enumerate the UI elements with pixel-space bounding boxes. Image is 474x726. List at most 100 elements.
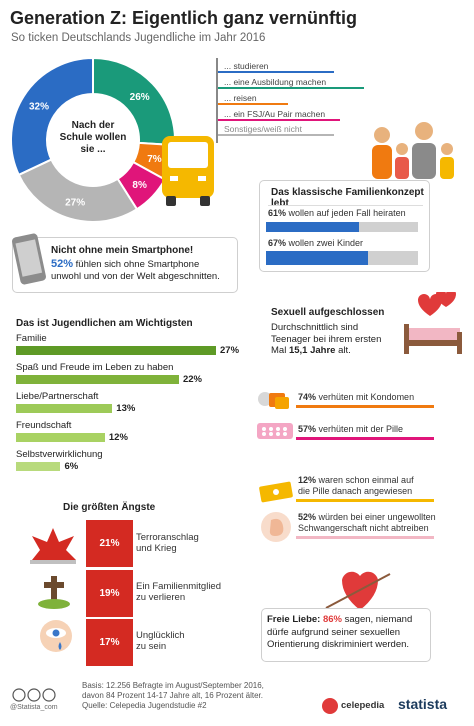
donut-center-label: Nach der Schule wollen sie ... xyxy=(58,120,128,156)
pill-pack-icon xyxy=(257,423,293,439)
fears-title: Die größten Ängste xyxy=(63,502,156,513)
footer-source-line1: Basis: 12.256 Befragte im August/Septemb… xyxy=(82,681,264,690)
sexuality-line3b: alt. xyxy=(335,345,351,356)
values-bar xyxy=(16,433,105,442)
smartphone-pct: 52% xyxy=(51,258,74,270)
pill-underline xyxy=(296,437,434,440)
family-title: Das klassische Familienkonzept lebt xyxy=(271,187,424,209)
abortion-line2: Schwangerschaft nicht abtreiben xyxy=(298,523,429,533)
donut-center-line1: Nach der xyxy=(71,120,115,131)
family-icon xyxy=(372,122,454,179)
celepedia-logo: celepedia xyxy=(341,700,385,711)
fear-label-1-line2: und Krieg xyxy=(136,543,177,554)
values-bar xyxy=(16,462,61,471)
footer-source-line3: Quelle: Celepedia Jugendstudie #2 xyxy=(82,701,207,710)
values-bar-label: Selbstverwirklichung xyxy=(16,449,103,460)
legend-label: ... ein FSJ/Au Pair machen xyxy=(224,109,326,119)
smartphone-text1: fühlen sich ohne Smartphone xyxy=(73,259,200,270)
school-bus-icon xyxy=(162,136,214,206)
donut-slice-label: 7% xyxy=(147,154,162,165)
values-bar-value: 12% xyxy=(108,432,128,443)
love-pct: 86% xyxy=(322,614,342,625)
values-bar-value: 27% xyxy=(220,345,240,356)
family-row2-text: wollen zwei Kinder xyxy=(286,238,364,248)
love-line1a: Freie Liebe: xyxy=(267,614,323,625)
love-line1b: sagen, niemand xyxy=(341,614,413,625)
values-bar-value: 22% xyxy=(182,374,202,385)
pill-text: 57% verhüten mit der Pille xyxy=(298,424,403,435)
footer-source-line2: davon 84 Prozent 14-17 Jahre alt, 16 Pro… xyxy=(82,691,264,700)
condom-underline xyxy=(296,405,434,408)
fear-value-box-3: 17% xyxy=(86,619,133,666)
smartphone-text: 52% fühlen sich ohne Smartphone unwohl u… xyxy=(51,258,220,283)
donut-slice xyxy=(17,158,139,223)
abortion-text: 52% würden bei einer ungewollten Schwang… xyxy=(298,512,436,534)
sexuality-line3a: Mal xyxy=(271,345,289,356)
condom-text: 74% verhüten mit Kondomen xyxy=(298,392,414,403)
fear-label-1: Terroranschlag und Krieg xyxy=(136,532,199,554)
values-bar xyxy=(16,375,179,384)
family-card: Das klassische Familienkonzept lebt 61% … xyxy=(259,180,430,272)
legend-item-reisen: ... reisen xyxy=(218,93,288,105)
legend-item-ausbildung: ... eine Ausbildung machen xyxy=(218,77,364,89)
values-bar-value: 13% xyxy=(116,403,136,414)
fear-value-box-2: 19% xyxy=(86,570,133,617)
donut-slice-label: 26% xyxy=(130,92,150,103)
footer-source: Basis: 12.256 Befragte im August/Septemb… xyxy=(82,681,264,711)
pill-pct: 57% xyxy=(298,424,317,434)
condom-pct: 74% xyxy=(298,392,317,402)
abortion-underline xyxy=(296,536,434,539)
cc-license-icon xyxy=(12,688,56,702)
morning-after-pill-icon xyxy=(259,481,293,503)
sexuality-age: 15,1 Jahre xyxy=(288,345,336,356)
statista-logo: statista xyxy=(398,696,448,712)
legend-label: Sonstiges/weiß nicht xyxy=(224,124,302,134)
love-text: Freie Liebe: 86% sagen, niemand dürfe au… xyxy=(267,614,412,652)
celepedia-logo-icon xyxy=(322,698,338,714)
legend-item-fsj: ... ein FSJ/Au Pair machen xyxy=(218,109,340,121)
morning-after-line2: die Pille danach angewiesen xyxy=(298,486,413,496)
legend-label: ... studieren xyxy=(224,61,269,71)
donut-slice-label: 8% xyxy=(132,180,147,191)
values-bar-label: Freundschaft xyxy=(16,420,72,431)
fear-label-2-line2: zu verlieren xyxy=(136,592,186,603)
fear-label-2: Ein Familienmitglied zu verlieren xyxy=(136,581,221,603)
donut-center-line2: Schule wollen xyxy=(59,132,127,143)
legend-item-studieren: ... studieren xyxy=(218,61,334,73)
legend-item-sonstiges: Sonstiges/weiß nicht xyxy=(218,124,334,136)
values-bar-label: Familie xyxy=(16,333,47,344)
values-bar xyxy=(16,404,113,413)
family-bar2 xyxy=(266,251,368,265)
love-line3: Orientierung diskriminiert werden. xyxy=(267,639,410,650)
values-bar-value: 6% xyxy=(64,461,79,472)
bed-hearts-icon xyxy=(404,292,462,354)
heart-arrow-icon xyxy=(325,571,391,610)
condom-icon xyxy=(258,392,289,409)
sexuality-title: Sexuell aufgeschlossen xyxy=(271,307,385,318)
morning-after-text: 12% waren schon einmal auf die Pille dan… xyxy=(298,475,414,497)
donut-center-line3: sie ... xyxy=(80,144,106,155)
morning-after-pct: 12% xyxy=(298,475,317,485)
family-row2: 67% wollen zwei Kinder xyxy=(268,238,363,249)
smartphone-card xyxy=(12,237,238,293)
smartphone-text2: unwohl und von der Welt abgeschnitten. xyxy=(51,271,220,282)
legend-label: ... eine Ausbildung machen xyxy=(224,77,327,87)
values-bar-label: Liebe/Partnerschaft xyxy=(16,391,99,402)
family-row1-text: wollen auf jeden Fall heiraten xyxy=(286,208,406,218)
page-title: Generation Z: Eigentlich ganz vernünftig xyxy=(10,8,358,28)
condom-label: verhüten mit Kondomen xyxy=(316,392,415,402)
crying-eye-icon xyxy=(40,620,72,652)
family-bar1 xyxy=(266,222,359,232)
legend-pole-icon xyxy=(216,58,218,143)
donut-slice-label: 32% xyxy=(29,102,49,113)
family-row1: 61% wollen auf jeden Fall heiraten xyxy=(268,208,406,219)
smartphone-icon xyxy=(12,233,46,285)
page-subtitle: So ticken Deutschlands Jugendliche im Ja… xyxy=(11,32,266,44)
fear-label-3-line2: zu sein xyxy=(136,641,167,652)
embryo-icon xyxy=(261,512,291,542)
fear-label-1-line1: Terroranschlag xyxy=(136,532,199,543)
explosion-icon xyxy=(30,528,76,564)
donut-slice xyxy=(10,56,94,177)
love-card xyxy=(261,608,431,662)
grave-cross-icon xyxy=(38,576,70,609)
